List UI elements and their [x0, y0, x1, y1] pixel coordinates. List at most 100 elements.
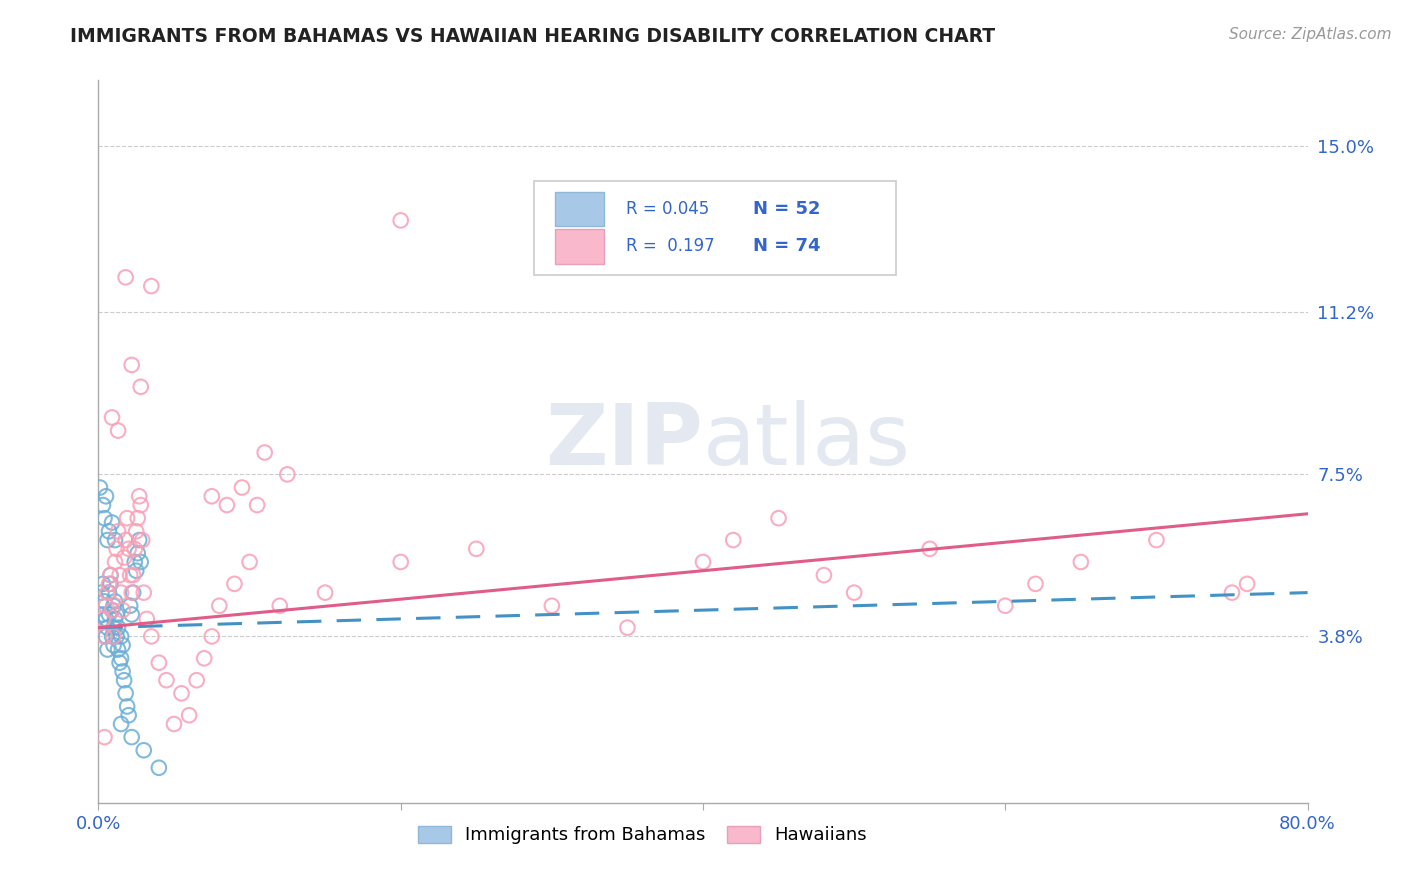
- Point: [110, 717, 132, 731]
- FancyBboxPatch shape: [555, 229, 603, 264]
- Point: [101, 410, 124, 425]
- Point: [103, 629, 125, 643]
- Point: [93, 594, 115, 608]
- Point: [107, 621, 129, 635]
- Point: [114, 686, 136, 700]
- Point: [100, 577, 122, 591]
- Point: [128, 489, 150, 503]
- Point: [121, 730, 143, 744]
- Point: [186, 673, 208, 688]
- Point: [768, 511, 790, 525]
- Point: [114, 533, 136, 547]
- Point: [112, 673, 135, 688]
- Point: [141, 279, 163, 293]
- Point: [231, 481, 253, 495]
- Point: [94, 629, 117, 643]
- Point: [124, 555, 146, 569]
- Point: [98, 577, 121, 591]
- Point: [115, 511, 138, 525]
- Point: [104, 612, 127, 626]
- Text: N = 52: N = 52: [752, 200, 820, 218]
- Point: [122, 585, 145, 599]
- Point: [105, 541, 128, 556]
- Text: R =  0.197: R = 0.197: [626, 237, 714, 255]
- Point: [115, 699, 138, 714]
- Point: [121, 607, 143, 622]
- Point: [91, 498, 114, 512]
- Point: [94, 599, 117, 613]
- Text: R = 0.045: R = 0.045: [626, 200, 709, 218]
- Point: [193, 651, 215, 665]
- Point: [121, 585, 143, 599]
- Point: [105, 629, 128, 643]
- Text: IMMIGRANTS FROM BAHAMAS VS HAWAIIAN HEARING DISABILITY CORRELATION CHART: IMMIGRANTS FROM BAHAMAS VS HAWAIIAN HEAR…: [70, 27, 995, 45]
- Point: [1220, 585, 1243, 599]
- Point: [118, 708, 141, 723]
- Point: [96, 585, 118, 599]
- Point: [844, 585, 866, 599]
- Point: [120, 568, 142, 582]
- Point: [108, 656, 131, 670]
- Point: [107, 424, 129, 438]
- Point: [96, 621, 118, 635]
- Point: [100, 568, 122, 582]
- Point: [98, 585, 121, 599]
- Point: [93, 629, 115, 643]
- Point: [314, 585, 336, 599]
- Point: [107, 524, 129, 539]
- Point: [103, 599, 125, 613]
- Point: [91, 607, 114, 622]
- Point: [201, 489, 224, 503]
- Point: [110, 629, 132, 643]
- Point: [111, 603, 134, 617]
- Text: ZIP: ZIP: [546, 400, 703, 483]
- Point: [105, 607, 128, 622]
- Point: [465, 541, 488, 556]
- Point: [276, 467, 298, 482]
- Point: [110, 585, 132, 599]
- Point: [1236, 577, 1258, 591]
- Point: [129, 380, 152, 394]
- Point: [131, 533, 153, 547]
- Point: [128, 533, 150, 547]
- Point: [104, 555, 127, 569]
- Point: [98, 524, 121, 539]
- Point: [111, 665, 134, 679]
- Point: [155, 673, 177, 688]
- Point: [127, 546, 149, 560]
- Point: [135, 612, 157, 626]
- Point: [118, 541, 141, 556]
- Point: [616, 621, 638, 635]
- Point: [112, 550, 135, 565]
- Point: [103, 621, 125, 635]
- Point: [129, 498, 152, 512]
- Point: [96, 533, 118, 547]
- Point: [114, 270, 136, 285]
- Point: [692, 555, 714, 569]
- Point: [104, 533, 127, 547]
- Text: atlas: atlas: [703, 400, 911, 483]
- Point: [104, 594, 127, 608]
- Point: [224, 577, 246, 591]
- Point: [127, 511, 149, 525]
- Point: [540, 599, 562, 613]
- Point: [94, 612, 117, 626]
- Point: [108, 568, 131, 582]
- Point: [125, 524, 148, 539]
- Point: [813, 568, 835, 582]
- Point: [239, 555, 262, 569]
- Point: [98, 607, 121, 622]
- Point: [101, 629, 124, 643]
- Point: [269, 599, 291, 613]
- Point: [179, 708, 201, 723]
- Point: [94, 489, 117, 503]
- Text: N = 74: N = 74: [752, 237, 820, 255]
- Point: [110, 651, 132, 665]
- Point: [208, 599, 231, 613]
- Point: [132, 743, 155, 757]
- Point: [89, 481, 111, 495]
- Point: [124, 541, 146, 556]
- Point: [148, 761, 170, 775]
- FancyBboxPatch shape: [534, 181, 897, 276]
- Point: [100, 568, 122, 582]
